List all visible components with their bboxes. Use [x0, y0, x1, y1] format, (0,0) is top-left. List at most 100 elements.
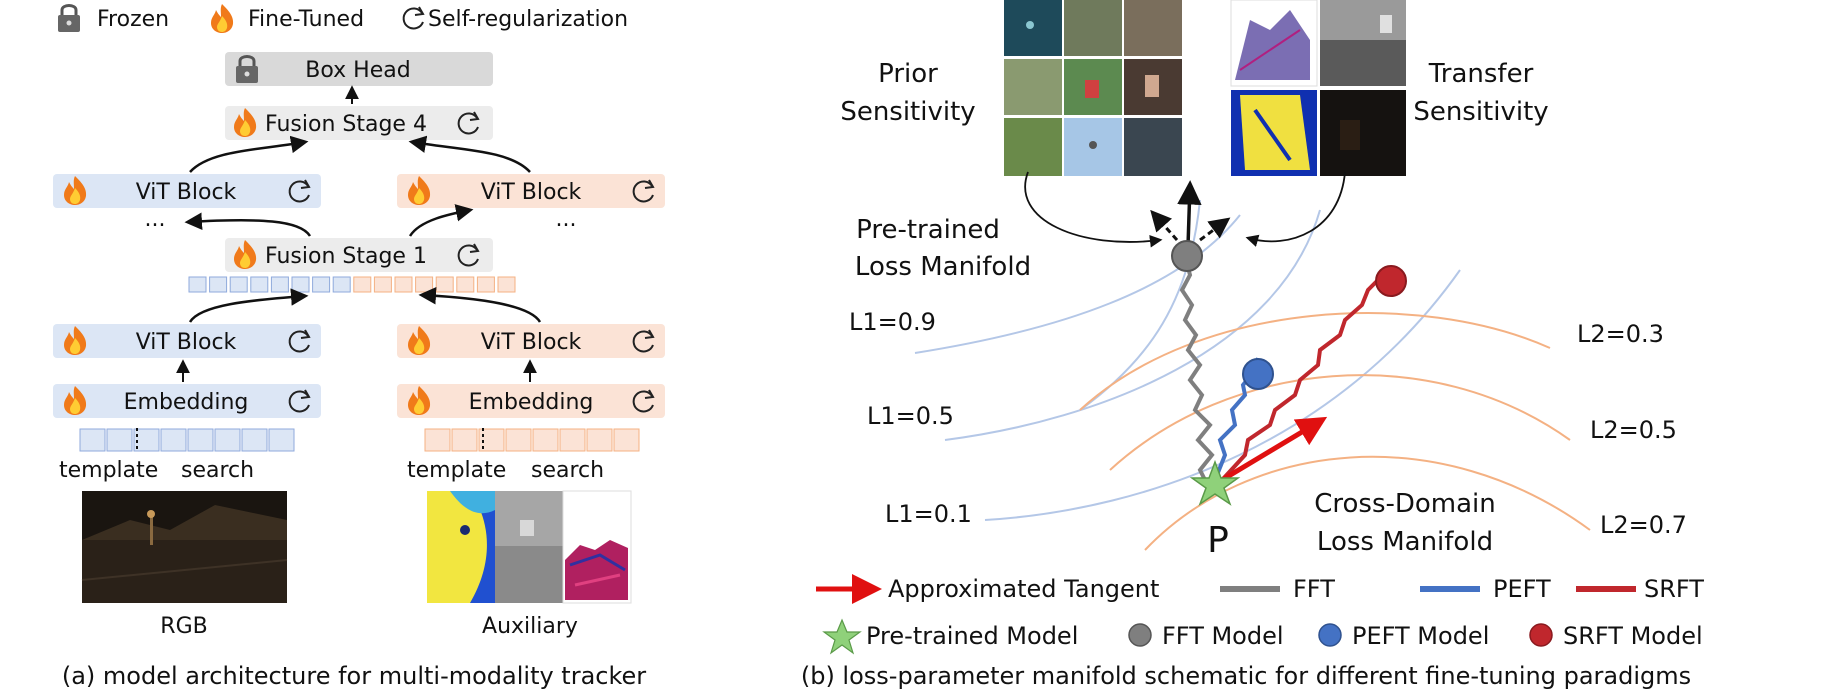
- rgb-label: RGB: [160, 614, 207, 639]
- l2-curve-0.7: [1144, 455, 1591, 551]
- vit-block-aux-lower: [397, 324, 665, 358]
- legend-srft-model: SRFT Model: [1563, 622, 1703, 650]
- token-cell: [353, 276, 372, 293]
- label-l2-0.3: L2=0.3: [1577, 320, 1664, 348]
- token-cell: [241, 428, 268, 452]
- transfer-label-1: Transfer: [1428, 59, 1534, 89]
- label-l1-0.5: L1=0.5: [867, 402, 954, 430]
- red-circle-icon: [1529, 623, 1553, 647]
- token-cell: [214, 428, 241, 452]
- box-head-label: Box Head: [305, 58, 410, 83]
- token-cell: [497, 276, 516, 293]
- auxiliary-images: [427, 490, 632, 604]
- cross-domain-label-2: Loss Manifold: [1317, 527, 1493, 557]
- legend-bottom: Approximated Tangent FFT PEFT SRFT Pre-t…: [816, 574, 1704, 655]
- token-cell: [250, 276, 269, 293]
- transfer-image-grid: [1230, 0, 1406, 176]
- legend-self-reg: Self-regularization: [428, 7, 628, 32]
- fusion-stage-4: [225, 106, 493, 140]
- token-cell: [456, 276, 475, 293]
- prior-label-2: Sensitivity: [840, 97, 975, 127]
- label-l1-0.9: L1=0.9: [849, 308, 936, 336]
- embedding-rgb: [53, 384, 321, 418]
- legend-peft: PEFT: [1493, 575, 1551, 603]
- token-cell: [505, 428, 532, 452]
- token-cell: [229, 276, 248, 293]
- label-l1-0.1: L1=0.1: [885, 500, 972, 528]
- vit-block-label: ViT Block: [136, 330, 237, 355]
- token-cell: [106, 428, 133, 452]
- fft-path: [1179, 259, 1215, 491]
- l2-curve-0.3: [1079, 312, 1551, 411]
- legend-fine-tuned: Fine-Tuned: [248, 7, 364, 32]
- l1-curve-0.9: [914, 214, 1241, 354]
- l2-curve-0.5: [1109, 374, 1571, 471]
- token-cell: [268, 428, 295, 452]
- ellipsis-aux: ...: [556, 207, 577, 232]
- vit-block-aux-upper: [397, 174, 665, 208]
- l1-curve-0.5: [944, 209, 1321, 441]
- legend-frozen: Frozen: [97, 7, 169, 32]
- flame-icon: [211, 4, 234, 33]
- token-cell: [435, 276, 454, 293]
- p-label: P: [1207, 520, 1229, 561]
- token-cell: [415, 276, 434, 293]
- token-cell: [559, 428, 586, 452]
- caption-b: (b) loss-parameter manifold schematic fo…: [801, 662, 1691, 690]
- token-cell: [532, 428, 559, 452]
- legend-top: Frozen Fine-Tuned Self-regularization: [56, 4, 628, 34]
- blue-circle-icon: [1318, 623, 1342, 647]
- token-strip-aux: [424, 428, 640, 452]
- box-head: [225, 52, 493, 86]
- legend-approx-tangent: Approximated Tangent: [888, 575, 1159, 603]
- pretrained-model-star: [1189, 459, 1241, 506]
- legend-srft: SRFT: [1644, 575, 1704, 603]
- template-label-rgb: template: [59, 458, 158, 483]
- fusion-stage-1: [225, 238, 493, 272]
- pretrained-label-2: Loss Manifold: [855, 252, 1031, 282]
- transfer-label-2: Sensitivity: [1413, 97, 1548, 127]
- token-cell: [209, 276, 228, 293]
- caption-a: (a) model architecture for multi-modalit…: [62, 662, 646, 690]
- fft-gradient-arrow: [1177, 180, 1202, 247]
- search-label-rgb: search: [181, 458, 254, 483]
- fusion-stage-1-label: Fusion Stage 1: [265, 244, 427, 269]
- vit-block-label: ViT Block: [481, 330, 582, 355]
- token-row: [188, 276, 516, 293]
- approx-tangent-arrow: [1220, 416, 1328, 483]
- refresh-icon: [402, 6, 424, 30]
- token-cell: [133, 428, 160, 452]
- token-cell: [188, 276, 207, 293]
- token-cell: [373, 276, 392, 293]
- search-label-aux: search: [531, 458, 604, 483]
- prior-label-1: Prior: [878, 59, 938, 89]
- legend-fft-model: FFT Model: [1162, 622, 1284, 650]
- embedding-label: Embedding: [469, 390, 594, 415]
- token-cell: [291, 276, 310, 293]
- vit-block-label: ViT Block: [481, 180, 582, 205]
- fusion-stage-4-label: Fusion Stage 4: [265, 112, 427, 137]
- architecture: Box Head Fusion Stage 4 ViT Block ... Vi…: [53, 52, 665, 690]
- label-l2-0.7: L2=0.7: [1600, 511, 1687, 539]
- token-cell: [312, 276, 331, 293]
- vit-block-rgb-upper: [53, 174, 321, 208]
- token-cell: [424, 428, 451, 452]
- token-cell: [160, 428, 187, 452]
- token-cell: [332, 276, 351, 293]
- srft-path: [1220, 274, 1390, 482]
- l1-curve-extra: [1079, 199, 1201, 411]
- token-strip-rgb: [79, 428, 295, 452]
- vit-block-rgb-lower: [53, 324, 321, 358]
- token-cell: [270, 276, 289, 293]
- gray-circle-icon: [1128, 623, 1152, 647]
- vit-block-label: ViT Block: [136, 180, 237, 205]
- srft-model-node: [1375, 265, 1407, 297]
- legend-pretrained-model: Pre-trained Model: [866, 622, 1078, 650]
- fft-model-node: [1171, 240, 1203, 272]
- star-icon: [822, 618, 862, 655]
- auxiliary-label: Auxiliary: [482, 614, 578, 639]
- token-cell: [394, 276, 413, 293]
- cross-domain-label-1: Cross-Domain: [1314, 489, 1496, 519]
